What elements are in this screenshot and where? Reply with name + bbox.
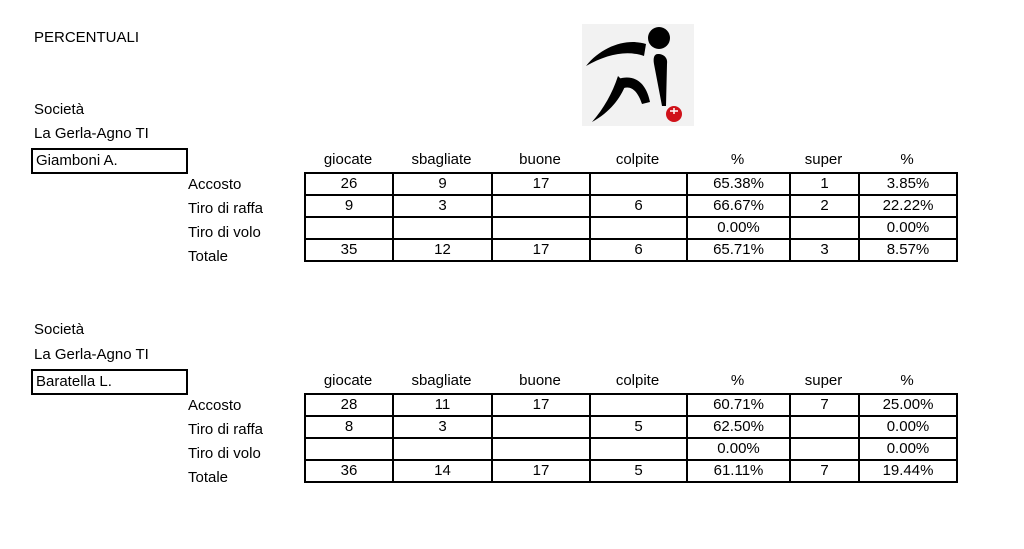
table-cell: 3.85% xyxy=(858,172,958,196)
row-label: Totale xyxy=(188,248,229,265)
table-cell: 65.71% xyxy=(686,238,791,262)
table-cell: 65.38% xyxy=(686,172,791,196)
player-name-box[interactable]: Baratella L. xyxy=(31,369,188,395)
table-cell: 11 xyxy=(392,393,493,417)
table-row: 8 3 5 62.50% 0.00% xyxy=(304,415,958,439)
row-label: Tiro di volo xyxy=(188,445,261,462)
table-cell: 1 xyxy=(789,172,860,196)
table-row: 26 9 17 65.38% 1 3.85% xyxy=(304,172,958,196)
table-cell: 17 xyxy=(491,238,591,262)
table-row: 36 14 17 5 61.11% 7 19.44% xyxy=(304,459,958,483)
column-header: colpite xyxy=(615,372,660,389)
table-cell: 6 xyxy=(589,238,688,262)
club-name: La Gerla-Agno TI xyxy=(34,125,149,142)
club-name: La Gerla-Agno TI xyxy=(34,346,149,363)
column-header: buone xyxy=(519,372,561,389)
table-cell xyxy=(589,393,688,417)
table-cell: 0.00% xyxy=(686,437,791,461)
table-cell: 61.11% xyxy=(686,459,791,483)
table-cell xyxy=(589,172,688,196)
table-cell: 0.00% xyxy=(686,216,791,240)
table-cell: 25.00% xyxy=(858,393,958,417)
table-cell xyxy=(491,437,591,461)
table-cell: 8.57% xyxy=(858,238,958,262)
table-cell: 5 xyxy=(589,415,688,439)
column-header: sbagliate xyxy=(411,151,472,168)
column-header: giocate xyxy=(323,151,373,168)
table-row: 28 11 17 60.71% 7 25.00% xyxy=(304,393,958,417)
table-cell: 7 xyxy=(789,459,860,483)
table-cell: 3 xyxy=(392,415,493,439)
player-name-box[interactable]: Giamboni A. xyxy=(31,148,188,174)
stats-table: 28 11 17 60.71% 7 25.00% 8 3 5 62.50% 0.00% 0.00% 0.… xyxy=(304,393,958,483)
table-cell: 36 xyxy=(304,459,394,483)
table-cell: 3 xyxy=(392,194,493,218)
table-cell: 12 xyxy=(392,238,493,262)
table-row: 0.00% 0.00% xyxy=(304,437,958,461)
column-header: % xyxy=(900,372,914,389)
column-header: super xyxy=(804,372,843,389)
table-cell: 9 xyxy=(392,172,493,196)
table-cell: 26 xyxy=(304,172,394,196)
table-cell: 62.50% xyxy=(686,415,791,439)
column-header: buone xyxy=(519,151,561,168)
table-cell: 22.22% xyxy=(858,194,958,218)
table-cell: 0.00% xyxy=(858,216,958,240)
table-cell xyxy=(491,194,591,218)
table-cell: 6 xyxy=(589,194,688,218)
table-cell xyxy=(589,437,688,461)
table-cell: 17 xyxy=(491,393,591,417)
table-cell xyxy=(304,216,394,240)
table-row: 35 12 17 6 65.71% 3 8.57% xyxy=(304,238,958,262)
table-cell xyxy=(392,437,493,461)
table-cell: 28 xyxy=(304,393,394,417)
table-cell xyxy=(304,437,394,461)
table-cell: 0.00% xyxy=(858,437,958,461)
table-cell: 17 xyxy=(491,459,591,483)
column-header: colpite xyxy=(615,151,660,168)
bocce-player-logo xyxy=(582,24,694,126)
table-cell xyxy=(789,415,860,439)
table-cell: 8 xyxy=(304,415,394,439)
table-cell: 35 xyxy=(304,238,394,262)
table-cell: 2 xyxy=(789,194,860,218)
societa-label: Società xyxy=(34,321,85,338)
row-label: Tiro di raffa xyxy=(188,200,264,217)
table-cell: 5 xyxy=(589,459,688,483)
row-label: Accosto xyxy=(188,397,242,414)
table-cell xyxy=(491,216,591,240)
table-cell xyxy=(392,216,493,240)
row-label: Accosto xyxy=(188,176,242,193)
column-header: giocate xyxy=(323,372,373,389)
table-cell xyxy=(789,216,860,240)
table-cell: 19.44% xyxy=(858,459,958,483)
column-header: sbagliate xyxy=(411,372,472,389)
table-cell: 17 xyxy=(491,172,591,196)
page-title: PERCENTUALI xyxy=(34,29,140,46)
row-label: Tiro di volo xyxy=(188,224,261,241)
stats-table: 26 9 17 65.38% 1 3.85% 9 3 6 66.67% 2 22.22% 0.00% 0.… xyxy=(304,172,958,262)
table-row: 0.00% 0.00% xyxy=(304,216,958,240)
table-cell: 14 xyxy=(392,459,493,483)
table-cell: 60.71% xyxy=(686,393,791,417)
row-label: Totale xyxy=(188,469,229,486)
table-row: 9 3 6 66.67% 2 22.22% xyxy=(304,194,958,218)
column-header: % xyxy=(730,151,745,168)
table-cell: 0.00% xyxy=(858,415,958,439)
table-cell xyxy=(491,415,591,439)
column-header: super xyxy=(804,151,843,168)
table-cell: 9 xyxy=(304,194,394,218)
column-header: % xyxy=(900,151,914,168)
table-cell xyxy=(589,216,688,240)
societa-label: Società xyxy=(34,101,85,118)
row-label: Tiro di raffa xyxy=(188,421,264,438)
table-cell: 3 xyxy=(789,238,860,262)
column-header: % xyxy=(730,372,745,389)
table-cell: 66.67% xyxy=(686,194,791,218)
table-cell xyxy=(789,437,860,461)
table-cell: 7 xyxy=(789,393,860,417)
